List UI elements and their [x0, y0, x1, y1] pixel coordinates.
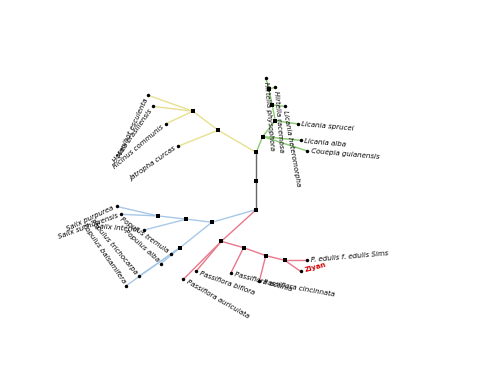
Text: Passiflora cincinnata: Passiflora cincinnata [262, 279, 335, 297]
Text: Passiflora auriculata: Passiflora auriculata [185, 279, 250, 319]
Text: Populus alba: Populus alba [123, 229, 160, 263]
Text: Hevea brasiliensis: Hevea brasiliensis [112, 108, 154, 163]
Text: Ziyan: Ziyan [304, 262, 326, 273]
Text: Jatropha curcas: Jatropha curcas [129, 146, 177, 182]
Text: Manihot esculenta: Manihot esculenta [116, 98, 150, 158]
Text: Passiflora biflora: Passiflora biflora [198, 270, 256, 296]
Text: Licania alba: Licania alba [304, 138, 346, 147]
Text: Passiflora actinia: Passiflora actinia [234, 271, 293, 292]
Text: Populus trichocarpa: Populus trichocarpa [89, 218, 138, 275]
Text: Populus balsamifera: Populus balsamifera [80, 223, 126, 284]
Text: Salix purpurea: Salix purpurea [66, 205, 114, 233]
Text: Hirtella physophora: Hirtella physophora [263, 81, 275, 151]
Text: Licania heteromorpha: Licania heteromorpha [282, 110, 302, 187]
Text: Populus tremula: Populus tremula [118, 216, 169, 255]
Text: Ricinus communis: Ricinus communis [112, 124, 165, 170]
Text: P. edulis f. edulis Sims: P. edulis f. edulis Sims [310, 250, 388, 263]
Text: Licania sprucei: Licania sprucei [301, 121, 354, 132]
Text: Salix suchowensis: Salix suchowensis [57, 213, 119, 240]
Text: Couepia guianensis: Couepia guianensis [310, 148, 380, 160]
Text: Salix interior: Salix interior [95, 223, 140, 233]
Text: Hirtella racemosa: Hirtella racemosa [272, 91, 284, 153]
